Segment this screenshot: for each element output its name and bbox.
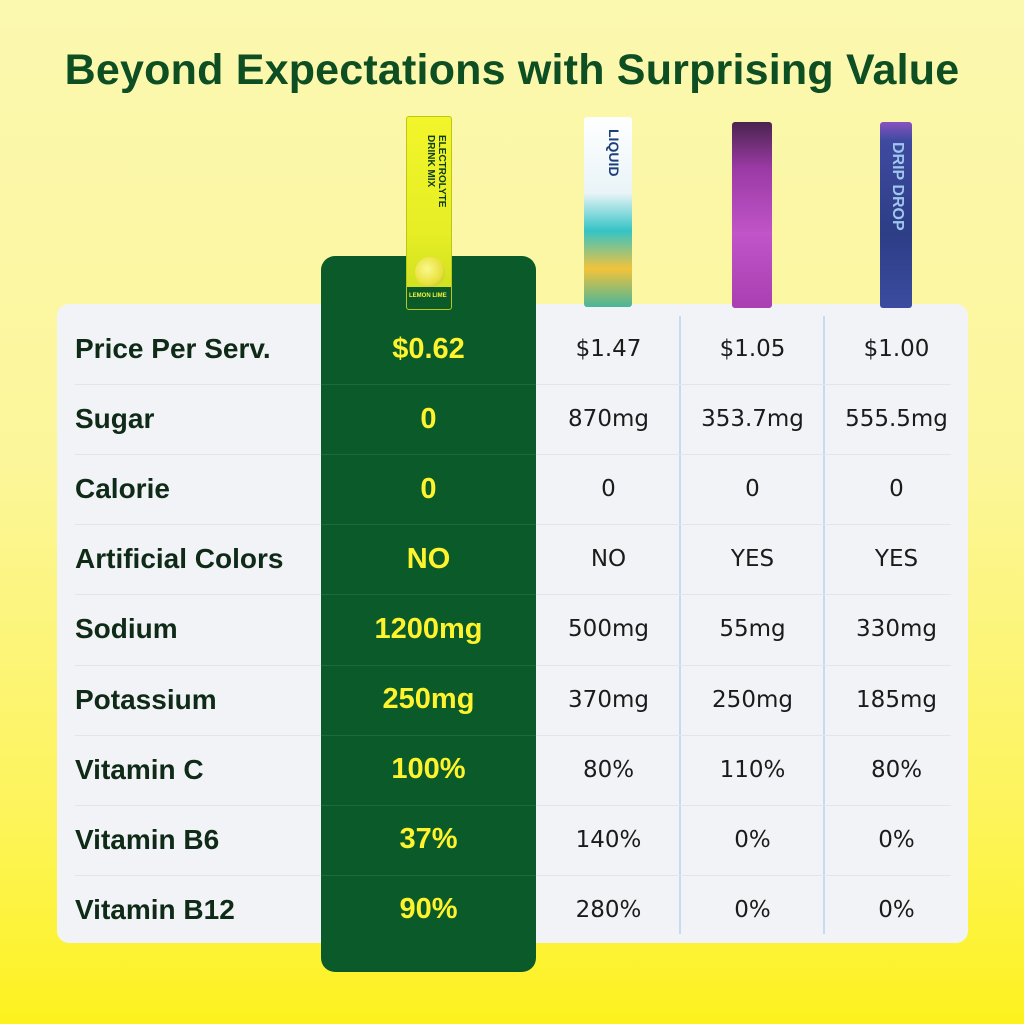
row-divider bbox=[321, 524, 536, 526]
competitor-2-packet bbox=[732, 122, 772, 308]
competitor-2-value: YES bbox=[730, 546, 775, 573]
competitor-1-value: 500mg bbox=[568, 616, 649, 643]
competitor-1-value: 280% bbox=[575, 896, 642, 923]
featured-value: 250mg bbox=[382, 683, 475, 715]
competitor-2-value: 0% bbox=[734, 896, 771, 923]
packet-text: ELECTROLYTE DRINK MIX bbox=[413, 135, 447, 255]
row-label: Price Per Serv. bbox=[75, 333, 271, 364]
competitor-2-value: 0 bbox=[745, 476, 760, 503]
competitor-1-value: NO bbox=[590, 546, 627, 573]
row-label: Vitamin B6 bbox=[75, 823, 220, 855]
table-row: Sugar 0 870mg 353.7mg 555.5mg bbox=[57, 384, 968, 454]
table-row: Vitamin B12 90% 280% 0% 0% bbox=[57, 875, 968, 945]
row-label: Sodium bbox=[75, 613, 178, 645]
competitor-2-value: 250mg bbox=[712, 686, 793, 713]
table-row: Artificial Colors NO NO YES YES bbox=[57, 524, 968, 594]
row-label: Potassium bbox=[75, 683, 217, 715]
table-row: Calorie 0 0 0 0 bbox=[57, 454, 968, 524]
competitor-3-value: 0% bbox=[878, 896, 915, 923]
packet-line: ELECTROLYTE bbox=[436, 135, 447, 208]
packet-line: DRINK MIX bbox=[425, 135, 436, 188]
competitor-3-value: $1.00 bbox=[863, 336, 930, 362]
competitor-3-value: 80% bbox=[870, 756, 923, 783]
row-divider bbox=[321, 664, 536, 666]
competitor-1-value: 0 bbox=[601, 476, 616, 503]
competitor-1-packet: LIQUID bbox=[584, 117, 632, 307]
packet-flavor-band: LEMON LIME bbox=[407, 287, 451, 309]
competitor-1-value: 140% bbox=[575, 826, 642, 853]
packet-flavor: LEMON LIME bbox=[409, 293, 447, 299]
competitor-3-value: 0% bbox=[878, 826, 915, 853]
packet-text: LIQUID bbox=[606, 129, 622, 177]
row-label: Sugar bbox=[75, 403, 155, 435]
row-divider bbox=[321, 454, 536, 456]
row-divider bbox=[321, 734, 536, 736]
featured-value: 37% bbox=[399, 823, 458, 856]
competitor-3-value: 185mg bbox=[856, 686, 937, 713]
featured-product-packet: ELECTROLYTE DRINK MIX LEMON LIME bbox=[406, 116, 452, 310]
featured-value: NO bbox=[406, 542, 451, 575]
competitor-3-value: 555.5mg bbox=[845, 406, 948, 433]
row-divider bbox=[321, 384, 536, 386]
row-divider bbox=[321, 874, 536, 876]
competitor-1-value: 870mg bbox=[568, 406, 649, 433]
competitor-3-packet: DRIP DROP bbox=[880, 122, 912, 308]
competitor-2-value: $1.05 bbox=[719, 336, 786, 362]
table-row: Price Per Serv. $0.62 $1.47 $1.05 $1.00 bbox=[57, 314, 968, 384]
competitor-3-value: 0 bbox=[889, 476, 904, 503]
competitor-1-value: $1.47 bbox=[575, 336, 642, 362]
page-title: Beyond Expectations with Surprising Valu… bbox=[64, 46, 960, 94]
table-row: Vitamin B6 37% 140% 0% 0% bbox=[57, 805, 968, 875]
featured-value: 0 bbox=[420, 472, 437, 505]
table-row: Vitamin C 100% 80% 110% 80% bbox=[57, 735, 968, 805]
row-label: Calorie bbox=[75, 473, 170, 505]
competitor-2-value: 55mg bbox=[719, 616, 786, 643]
row-label: Vitamin C bbox=[75, 753, 204, 785]
featured-product-column bbox=[321, 256, 536, 972]
column-divider bbox=[679, 316, 681, 934]
table-row: Sodium 1200mg 500mg 55mg 330mg bbox=[57, 594, 968, 664]
featured-value: 90% bbox=[399, 893, 458, 926]
competitor-2-value: 353.7mg bbox=[701, 406, 804, 433]
competitor-1-value: 80% bbox=[582, 756, 635, 783]
lemon-icon bbox=[415, 257, 445, 287]
table-row: Potassium 250mg 370mg 250mg 185mg bbox=[57, 665, 968, 735]
featured-value: 100% bbox=[391, 753, 466, 786]
competitor-2-value: 110% bbox=[719, 756, 786, 783]
row-divider bbox=[321, 804, 536, 806]
featured-value: 0 bbox=[420, 402, 437, 435]
competitor-2-value: 0% bbox=[734, 826, 771, 853]
featured-value: 1200mg bbox=[374, 612, 483, 645]
competitor-3-value: YES bbox=[874, 546, 919, 573]
row-label: Vitamin B12 bbox=[75, 893, 235, 925]
row-divider bbox=[321, 594, 536, 596]
competitor-1-value: 370mg bbox=[568, 686, 649, 713]
competitor-3-value: 330mg bbox=[856, 616, 937, 643]
row-label: Artificial Colors bbox=[75, 543, 284, 575]
column-divider bbox=[823, 316, 825, 934]
packet-text: DRIP DROP bbox=[889, 142, 906, 231]
featured-value: $0.62 bbox=[392, 332, 465, 365]
